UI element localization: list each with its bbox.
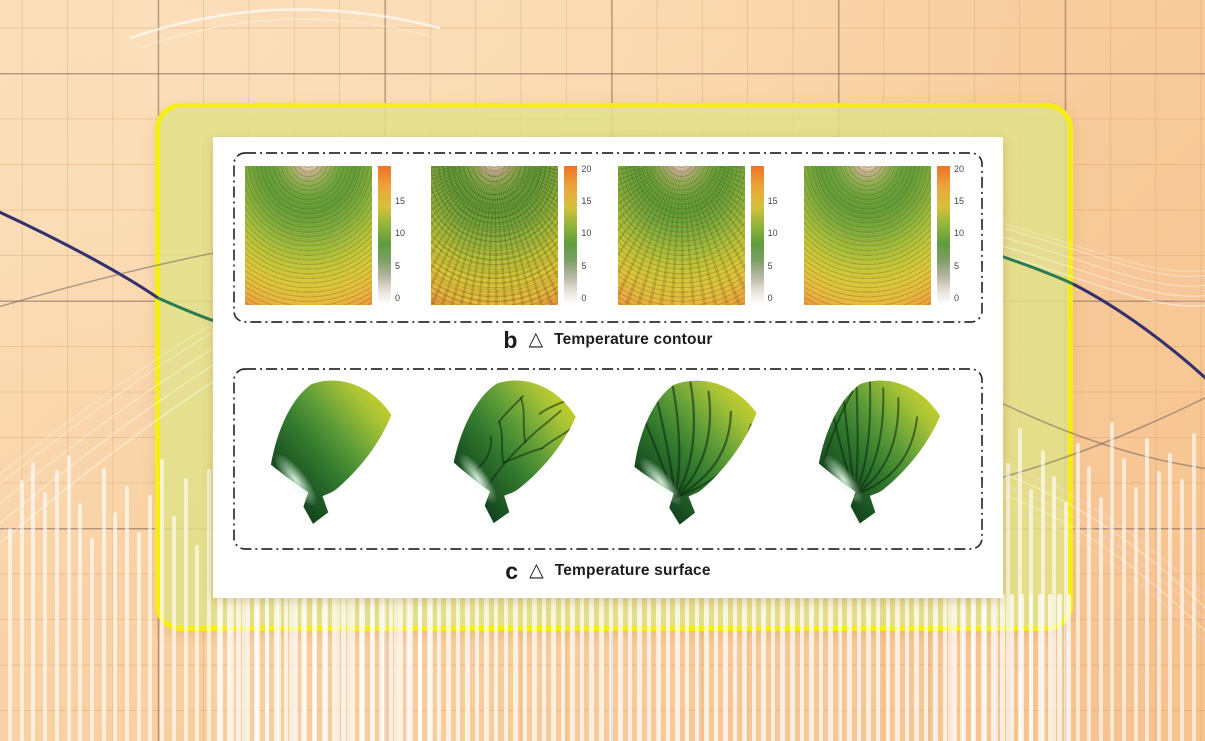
colorbar: [378, 166, 391, 305]
contour-plot: [803, 166, 931, 305]
colorbar-tick: 15: [767, 196, 778, 207]
colorbar-tick: 5: [953, 260, 959, 271]
contour-plot-group: 20 15 10 5 0: [803, 163, 971, 305]
triangle-marker-icon: △: [528, 328, 544, 350]
colorbar-tick: 0: [581, 293, 587, 304]
caption-contour: b △ Temperature contour: [213, 325, 1003, 355]
colorbar-tick: 0: [395, 293, 401, 304]
colorbar-ticks: 20 15 10 5 0: [950, 163, 971, 305]
figure-panel: 15 10 5 0 20 15 10 5 0: [213, 137, 1003, 598]
colorbar-tick: 5: [395, 260, 401, 271]
caption-text-surface: Temperature surface: [554, 562, 711, 579]
colorbar: [936, 166, 950, 305]
colorbar-tick: 5: [581, 260, 587, 271]
colorbar-tick: 10: [767, 228, 778, 239]
surface-sheet: [453, 380, 576, 524]
surface-plot: [428, 371, 606, 543]
caption-surface: c △ Temperature surface: [213, 556, 1003, 586]
surface-plot: [793, 371, 971, 543]
contour-plot-group: 20 15 10 5 0: [431, 163, 598, 305]
colorbar-tick: 15: [581, 196, 592, 207]
colorbar-ticks: 15 10 5 0: [764, 166, 785, 305]
surface-sheet: [634, 380, 757, 525]
contour-plot: [617, 166, 745, 305]
colorbar-ticks: 15 10 5 0: [391, 166, 412, 305]
caption-text-contour: Temperature contour: [554, 331, 713, 348]
triangle-marker-icon: △: [529, 559, 544, 581]
colorbar-tick: 10: [581, 228, 592, 239]
surface-sheet: [818, 380, 940, 524]
contour-plot-group: 15 10 5 0: [617, 166, 785, 305]
colorbar: [564, 166, 578, 305]
contour-section: 15 10 5 0 20 15 10 5 0: [233, 152, 983, 323]
contour-plot: [431, 166, 559, 305]
colorbar-tick: 10: [395, 228, 406, 239]
colorbar-tick: 20: [581, 163, 592, 174]
section-label-c: c: [505, 557, 519, 584]
surface-section: [233, 368, 983, 550]
colorbar-ticks: 20 15 10 5 0: [577, 163, 598, 305]
contour-plot-group: 15 10 5 0: [245, 166, 412, 305]
surface-sheet: [271, 380, 392, 524]
contour-plots-row: 15 10 5 0 20 15 10 5 0: [233, 152, 983, 323]
colorbar-tick: 0: [953, 293, 959, 304]
contour-plot: [245, 166, 372, 305]
section-label-b: b: [503, 326, 518, 353]
colorbar-tick: 20: [953, 163, 964, 174]
colorbar-tick: 15: [953, 196, 964, 207]
colorbar-tick: 10: [953, 228, 964, 239]
colorbar-tick: 0: [767, 293, 773, 304]
colorbar-tick: 15: [395, 196, 406, 207]
surface-plot: [245, 371, 423, 543]
surface-plot: [610, 371, 788, 543]
colorbar-tick: 5: [767, 260, 773, 271]
surface-plots-row: [233, 368, 983, 550]
colorbar: [750, 166, 764, 305]
